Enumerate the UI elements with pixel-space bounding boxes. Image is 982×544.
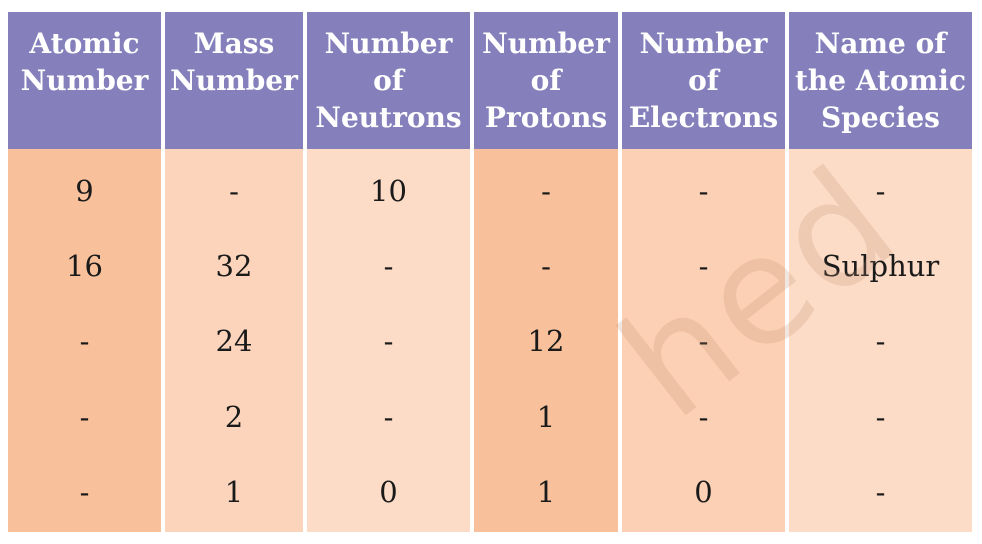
table-cell: -	[541, 174, 551, 208]
table-cell: Sulphur	[821, 249, 940, 283]
header-line: the Atomic	[794, 64, 966, 97]
table-cell: -	[79, 475, 90, 509]
header-mass-number: Mass Number	[165, 12, 303, 149]
table-cell: -	[383, 249, 394, 283]
table-cell: -	[875, 400, 886, 434]
table-cell: 1	[536, 400, 556, 434]
table-cell: 2	[224, 400, 244, 434]
table-cell: 9	[75, 174, 94, 208]
header-line: Atomic	[29, 27, 140, 60]
table-cell: 1	[536, 475, 556, 509]
column-number-of-protons: Number of Protons - - 12 1 1	[474, 12, 618, 532]
header-line: of	[373, 64, 404, 97]
column-name-of-atomic-species: Name of the Atomic Species - Sulphur - -…	[789, 12, 972, 532]
table-cell: -	[698, 174, 709, 208]
column-body: 10 - - - 0	[307, 149, 470, 532]
table-cell: -	[698, 324, 709, 358]
header-line: Mass	[193, 27, 275, 60]
column-number-of-electrons: Number of Electrons - - - - 0	[622, 12, 785, 532]
header-number-of-neutrons: Number of Neutrons	[307, 12, 470, 149]
table-cell: -	[79, 400, 90, 434]
table-cell: -	[383, 324, 394, 358]
table-cell: 12	[527, 324, 565, 358]
table-cell: 32	[215, 249, 253, 283]
table-cell: -	[229, 174, 239, 208]
table-cell: -	[698, 400, 709, 434]
header-line: of	[530, 64, 562, 97]
header-atomic-number: Atomic Number	[8, 12, 161, 149]
column-body: - - 12 1 1	[474, 149, 618, 532]
column-number-of-neutrons: Number of Neutrons 10 - - - 0	[307, 12, 470, 532]
column-atomic-number: Atomic Number 9 16 - - -	[8, 12, 161, 532]
header-number-of-protons: Number of Protons	[474, 12, 618, 149]
table-cell: -	[875, 324, 886, 358]
column-body: - - - - 0	[622, 149, 785, 532]
header-line: Protons	[484, 101, 608, 134]
table-cell: -	[383, 400, 394, 434]
table-cell: -	[875, 174, 886, 208]
table-cell: 10	[370, 174, 407, 208]
table-cell: -	[698, 249, 709, 283]
table-cell: 0	[379, 475, 398, 509]
header-line: Number	[20, 64, 149, 97]
header-line: Species	[821, 101, 940, 134]
column-mass-number: Mass Number - 32 24 2 1	[165, 12, 303, 532]
header-line: of	[688, 64, 719, 97]
header-line: Neutrons	[315, 101, 462, 134]
atomic-species-table: Atomic Number 9 16 - - - Mass Number - 3…	[8, 12, 972, 532]
column-body: - 32 24 2 1	[165, 149, 303, 532]
table-cell: 24	[215, 324, 253, 358]
header-line: Number	[170, 64, 298, 97]
header-line: Electrons	[628, 101, 779, 134]
table-cell: -	[875, 475, 886, 509]
column-body: 9 16 - - -	[8, 149, 161, 532]
header-name-of-atomic-species: Name of the Atomic Species	[789, 12, 972, 149]
header-line: Number	[482, 27, 610, 60]
header-line: Number	[324, 27, 453, 60]
table-cell: 1	[224, 475, 244, 509]
header-line: Number	[639, 27, 768, 60]
table-cell: 0	[694, 475, 713, 509]
header-line: Name of	[814, 27, 947, 60]
table-cell: 16	[66, 249, 103, 283]
header-number-of-electrons: Number of Electrons	[622, 12, 785, 149]
column-body: - Sulphur - - -	[789, 149, 972, 532]
table-cell: -	[79, 324, 90, 358]
table-cell: -	[541, 249, 551, 283]
